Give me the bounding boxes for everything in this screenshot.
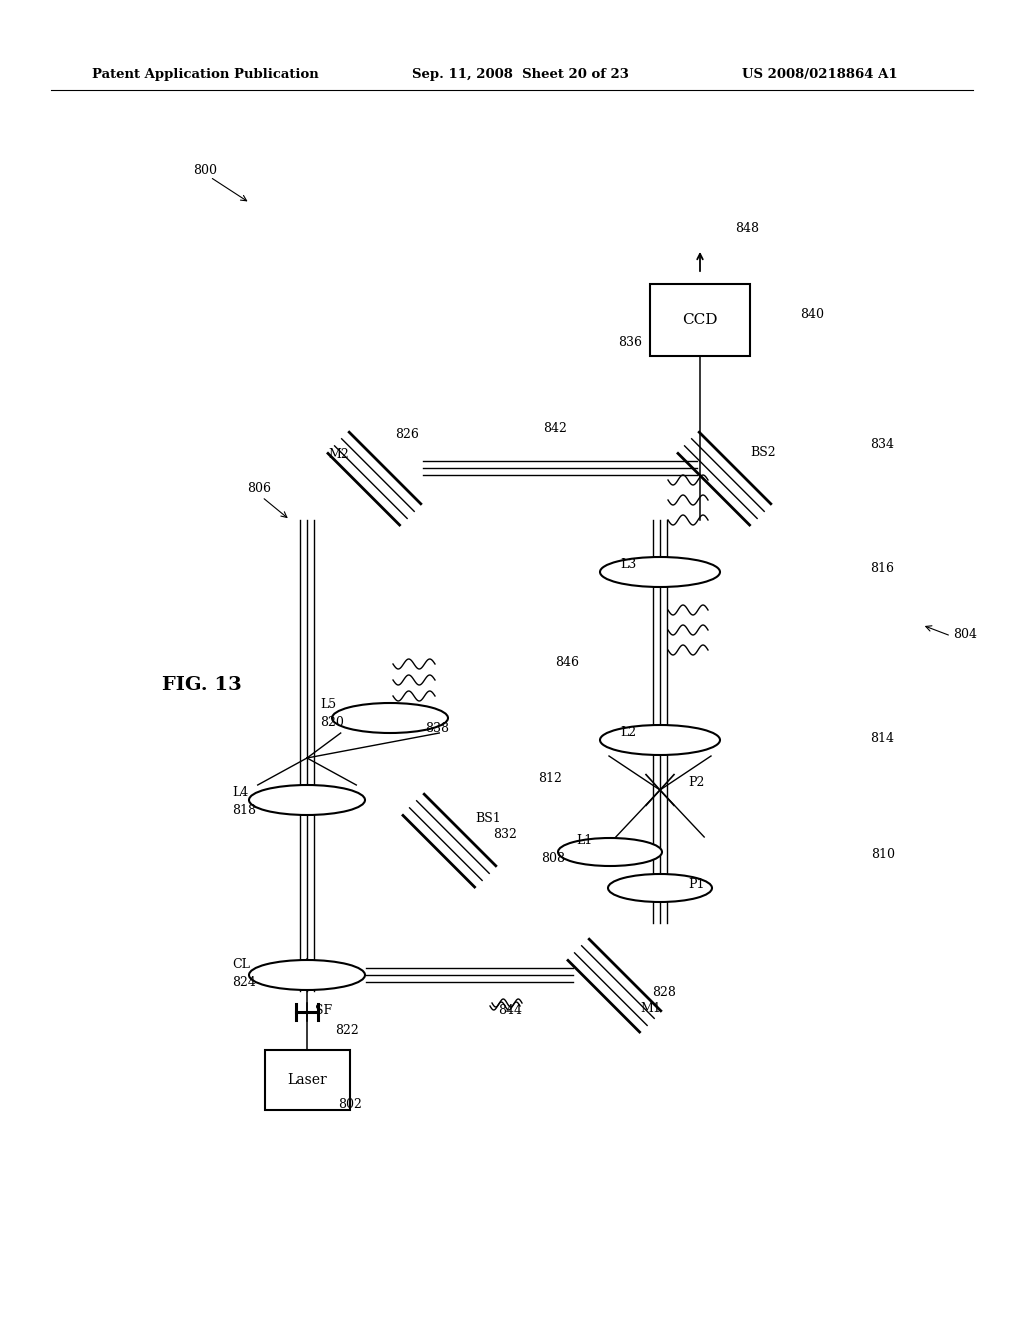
Text: 808: 808 [541,851,565,865]
Text: 832: 832 [493,829,517,842]
Text: 802: 802 [338,1098,361,1111]
Text: 848: 848 [735,222,759,235]
Text: 838: 838 [425,722,449,734]
Ellipse shape [600,725,720,755]
Text: 822: 822 [335,1023,358,1036]
Text: 804: 804 [953,628,977,642]
Text: CCD: CCD [682,313,718,327]
Text: 800: 800 [193,164,217,177]
Text: P2: P2 [688,776,705,788]
Text: 846: 846 [555,656,579,668]
Text: L3: L3 [620,558,636,572]
Text: 844: 844 [498,1003,522,1016]
Text: 840: 840 [800,309,824,322]
Text: 818: 818 [232,804,256,817]
Ellipse shape [608,874,712,902]
Ellipse shape [558,838,662,866]
Ellipse shape [332,704,449,733]
Text: 826: 826 [395,429,419,441]
Text: 816: 816 [870,561,894,574]
Text: 824: 824 [232,975,256,989]
Text: SF: SF [315,1003,332,1016]
Text: 810: 810 [871,849,895,862]
Text: BS1: BS1 [475,812,501,825]
Text: 814: 814 [870,731,894,744]
Text: 812: 812 [538,771,562,784]
Text: L1: L1 [575,833,592,846]
Text: 820: 820 [319,715,344,729]
Bar [264,1049,349,1110]
Text: CL: CL [232,958,250,972]
Text: FIG. 13: FIG. 13 [162,676,242,694]
Text: 836: 836 [618,337,642,350]
Text: US 2008/0218864 A1: US 2008/0218864 A1 [742,69,898,81]
Text: Laser: Laser [287,1073,327,1086]
Text: P1: P1 [688,879,705,891]
Bar [650,284,750,356]
Text: L2: L2 [620,726,636,739]
Text: 834: 834 [870,438,894,451]
Ellipse shape [600,557,720,587]
Text: L4: L4 [232,787,248,800]
Text: 806: 806 [247,482,271,495]
Text: Patent Application Publication: Patent Application Publication [92,69,318,81]
Text: M1: M1 [640,1002,660,1015]
Text: BS2: BS2 [750,446,775,458]
Text: L5: L5 [319,698,336,711]
Text: 828: 828 [652,986,676,998]
Ellipse shape [249,960,365,990]
Text: Sep. 11, 2008  Sheet 20 of 23: Sep. 11, 2008 Sheet 20 of 23 [412,69,629,81]
Text: 842: 842 [543,421,567,434]
Text: M2: M2 [328,449,349,462]
Ellipse shape [249,785,365,814]
